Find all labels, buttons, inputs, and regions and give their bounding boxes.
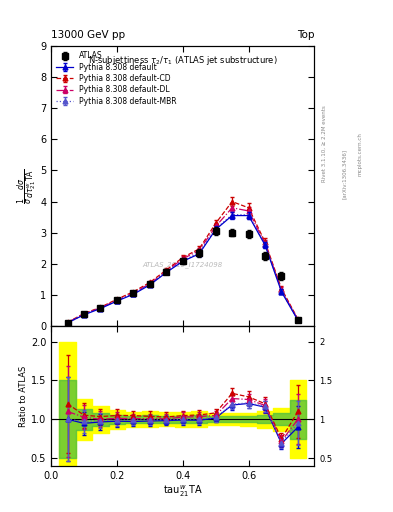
Text: mcplots.cern.ch: mcplots.cern.ch xyxy=(358,132,363,176)
Text: N-subjettiness $\tau_2/\tau_1$ (ATLAS jet substructure): N-subjettiness $\tau_2/\tau_1$ (ATLAS je… xyxy=(88,54,277,68)
X-axis label: tau$_{21}^{w}$TA: tau$_{21}^{w}$TA xyxy=(163,483,202,499)
Y-axis label: $\frac{1}{\sigma}\frac{d\sigma}{d\tau_{21}^{w}\mathrm{TA}}$: $\frac{1}{\sigma}\frac{d\sigma}{d\tau_{2… xyxy=(15,168,39,204)
Legend: ATLAS, Pythia 8.308 default, Pythia 8.308 default-CD, Pythia 8.308 default-DL, P: ATLAS, Pythia 8.308 default, Pythia 8.30… xyxy=(53,48,180,109)
Text: [arXiv:1306.3436]: [arXiv:1306.3436] xyxy=(342,149,347,199)
Text: Top: Top xyxy=(297,31,314,40)
Text: ATLAS_2019_I1724098: ATLAS_2019_I1724098 xyxy=(143,261,223,268)
Y-axis label: Ratio to ATLAS: Ratio to ATLAS xyxy=(19,366,28,426)
Text: Rivet 3.1.10, ≥ 2.2M events: Rivet 3.1.10, ≥ 2.2M events xyxy=(322,105,327,182)
Text: 13000 GeV pp: 13000 GeV pp xyxy=(51,31,125,40)
